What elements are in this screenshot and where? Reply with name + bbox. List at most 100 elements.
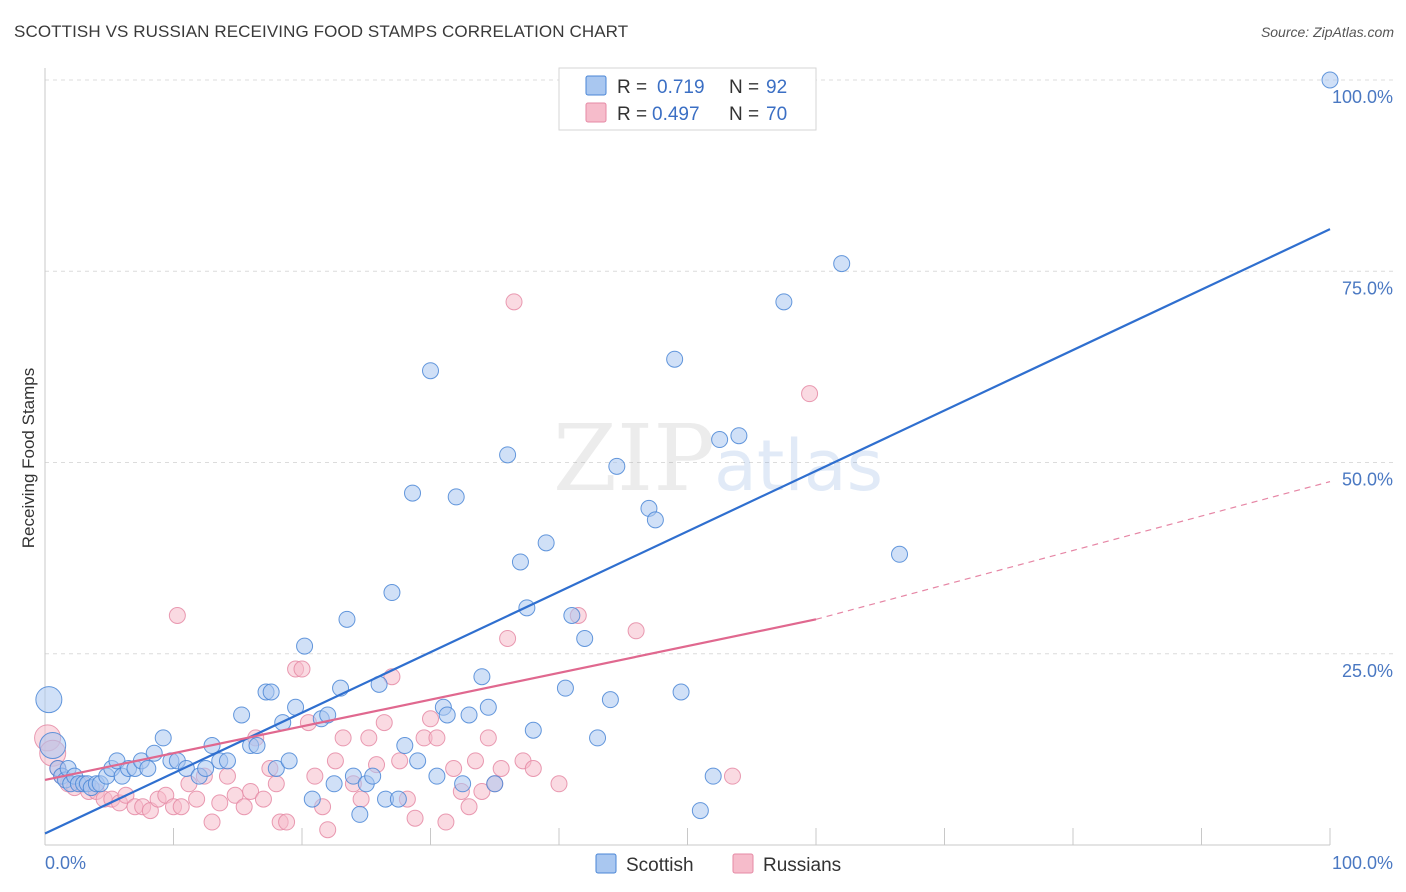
legend-r-label-russians: R = bbox=[617, 104, 647, 125]
data-point-russians bbox=[422, 710, 439, 728]
data-point-scottish bbox=[438, 706, 456, 724]
y-tick-label-75: 75.0% bbox=[1342, 278, 1393, 298]
data-point-russians bbox=[723, 767, 741, 785]
trend-line-scottish bbox=[44, 228, 1331, 835]
x-tick-label-min: 0.0% bbox=[45, 853, 86, 873]
data-point-scottish bbox=[303, 790, 321, 808]
data-point-scottish bbox=[833, 255, 851, 273]
data-point-russians bbox=[460, 798, 478, 816]
data-point-scottish bbox=[233, 706, 251, 724]
data-point-scottish bbox=[666, 350, 684, 368]
data-point-russians bbox=[278, 813, 296, 831]
chart-title: SCOTTISH VS RUSSIAN RECEIVING FOOD STAMP… bbox=[14, 22, 629, 41]
data-point-scottish bbox=[601, 691, 619, 709]
legend-r-value-russians: 0.497 bbox=[652, 104, 700, 125]
grid-lines bbox=[45, 79, 1393, 655]
data-point-scottish bbox=[248, 737, 266, 755]
data-point-scottish bbox=[775, 293, 793, 311]
data-point-russians bbox=[428, 729, 446, 747]
data-point-scottish bbox=[396, 737, 414, 755]
data-point-scottish bbox=[197, 760, 215, 777]
data-point-russians bbox=[360, 729, 378, 747]
data-point-scottish bbox=[267, 760, 285, 777]
data-point-russians bbox=[326, 752, 344, 770]
data-point-scottish bbox=[704, 767, 722, 785]
data-point-russians bbox=[492, 760, 510, 777]
data-point-scottish bbox=[891, 545, 909, 563]
data-point-scottish bbox=[672, 683, 690, 701]
data-point-scottish bbox=[608, 457, 626, 475]
y-tick-label-25: 25.0% bbox=[1342, 661, 1393, 681]
data-point-russians bbox=[319, 821, 337, 839]
data-point-russians bbox=[499, 629, 517, 647]
legend-swatch-russians bbox=[585, 102, 607, 123]
data-point-scottish bbox=[218, 752, 236, 770]
y-tick-label-50: 50.0% bbox=[1342, 470, 1393, 490]
data-point-scottish bbox=[473, 668, 491, 686]
data-point-scottish bbox=[319, 706, 337, 724]
data-point-scottish bbox=[1321, 71, 1339, 89]
stats-legend: R = 0.719 N = 92 R = 0.497 N = 70 bbox=[558, 67, 817, 131]
data-point-scottish bbox=[280, 752, 298, 770]
data-point-russians bbox=[254, 790, 272, 808]
data-point-russians bbox=[445, 760, 463, 777]
data-point-scottish bbox=[460, 706, 478, 724]
data-point-scottish bbox=[691, 802, 709, 820]
data-point-scottish bbox=[404, 484, 422, 502]
data-point-russians bbox=[550, 775, 568, 793]
data-point-russians bbox=[391, 752, 409, 770]
data-point-scottish bbox=[556, 679, 574, 697]
data-point-scottish bbox=[262, 683, 280, 701]
legend-n-value-russians: 70 bbox=[766, 104, 787, 125]
data-point-scottish bbox=[154, 729, 172, 747]
data-point-scottish bbox=[296, 637, 314, 655]
y-tick-labels: 25.0% 50.0% 75.0% 100.0% bbox=[1332, 87, 1393, 681]
data-point-scottish bbox=[589, 729, 607, 747]
data-point-russians bbox=[479, 729, 497, 747]
x-tick-marks bbox=[173, 828, 1331, 845]
data-point-russians bbox=[352, 790, 370, 808]
data-point-scottish bbox=[139, 760, 157, 777]
trend-lines bbox=[44, 228, 1331, 835]
data-point-russians bbox=[437, 813, 455, 831]
data-point-russians bbox=[203, 813, 221, 831]
data-point-scottish bbox=[511, 553, 529, 571]
data-point-scottish bbox=[383, 584, 401, 602]
legend-r-label-scottish: R = bbox=[617, 77, 647, 98]
y-axis-label: Receiving Food Stamps bbox=[19, 368, 38, 548]
watermark: ZIP atlas bbox=[553, 405, 883, 512]
legend-n-label-russians: N = bbox=[729, 104, 759, 125]
data-point-scottish bbox=[422, 362, 439, 380]
x-tick-label-max: 100.0% bbox=[1332, 853, 1393, 873]
y-tick-label-100: 100.0% bbox=[1332, 87, 1393, 107]
data-point-russians bbox=[242, 782, 260, 800]
legend-swatch-scottish bbox=[585, 75, 607, 96]
bottom-legend-label-scottish: Scottish bbox=[626, 855, 694, 876]
legend-r-value-scottish: 0.719 bbox=[657, 77, 705, 98]
data-point-russians bbox=[375, 714, 393, 732]
data-point-russians bbox=[188, 790, 206, 808]
data-point-scottish bbox=[338, 610, 356, 628]
data-point-russians bbox=[406, 809, 424, 827]
bottom-legend-swatch-scottish bbox=[595, 853, 617, 874]
data-point-scottish bbox=[447, 488, 465, 506]
source-label: Source: ZipAtlas.com bbox=[1260, 24, 1394, 40]
data-point-scottish bbox=[351, 805, 369, 823]
data-point-russians bbox=[306, 767, 324, 785]
data-point-russians bbox=[473, 782, 491, 800]
data-point-russians bbox=[627, 622, 645, 640]
data-point-scottish bbox=[35, 686, 63, 714]
data-point-scottish bbox=[454, 775, 472, 793]
bottom-legend-label-russians: Russians bbox=[763, 855, 841, 876]
data-point-scottish bbox=[711, 431, 729, 449]
data-point-russians bbox=[172, 798, 190, 816]
legend-n-label-scottish: N = bbox=[729, 77, 759, 98]
series-legend: Scottish Russians bbox=[595, 853, 841, 876]
legend-n-value-scottish: 92 bbox=[766, 77, 787, 98]
data-point-russians bbox=[505, 293, 523, 311]
data-point-scottish bbox=[537, 534, 555, 552]
data-point-scottish bbox=[39, 732, 67, 760]
data-point-scottish bbox=[325, 775, 343, 793]
watermark-zip: ZIP bbox=[553, 405, 715, 512]
